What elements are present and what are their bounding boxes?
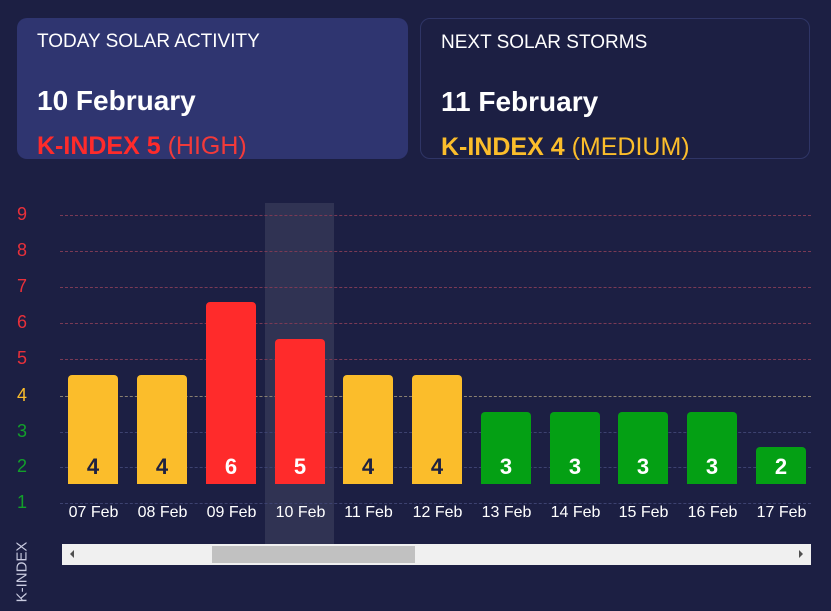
bar-15-feb[interactable]: 3 <box>618 412 668 484</box>
bar-09-feb[interactable]: 6 <box>206 302 256 484</box>
bar-13-feb[interactable]: 3 <box>481 412 531 484</box>
bar-value: 3 <box>499 454 513 479</box>
scroll-left-arrow-icon[interactable] <box>62 544 80 565</box>
scroll-right-arrow-icon[interactable] <box>793 544 811 565</box>
x-label-12-feb: 12 Feb <box>412 504 463 521</box>
gridline-1 <box>60 503 811 504</box>
x-label-07-feb: 07 Feb <box>68 504 119 521</box>
gridline-8 <box>60 251 811 252</box>
x-label-10-feb: 10 Feb <box>275 504 326 521</box>
horizontal-scrollbar[interactable] <box>62 544 811 565</box>
bar-value: 5 <box>293 454 307 479</box>
today-card-date: 10 February <box>37 85 196 116</box>
bar-value: 4 <box>361 454 375 479</box>
y-tick-2: 2 <box>16 456 27 476</box>
x-label-08-feb: 08 Feb <box>137 504 188 521</box>
today-card-label: TODAY SOLAR ACTIVITY <box>37 31 260 52</box>
bar-value: 6 <box>224 454 238 479</box>
y-tick-9: 9 <box>16 204 27 224</box>
bar-07-feb[interactable]: 4 <box>68 375 118 484</box>
today-solar-activity-card: TODAY SOLAR ACTIVITY 10 February K-INDEX… <box>17 18 408 161</box>
next-solar-storms-card: NEXT SOLAR STORMS 11 February K-INDEX 4 … <box>420 18 810 162</box>
bar-11-feb[interactable]: 4 <box>343 375 393 484</box>
x-label-16-feb: 16 Feb <box>687 504 738 521</box>
gridline-5 <box>60 359 811 360</box>
x-label-15-feb: 15 Feb <box>618 504 669 521</box>
bar-value: 2 <box>774 454 788 479</box>
today-card-kindex: K-INDEX 5 (HIGH) <box>37 132 247 161</box>
next-card-kindex: K-INDEX 4 (MEDIUM) <box>441 133 690 162</box>
y-tick-3: 3 <box>16 421 27 441</box>
bar-12-feb[interactable]: 4 <box>412 375 462 484</box>
bar-value: 4 <box>155 454 169 479</box>
y-tick-7: 7 <box>16 276 27 296</box>
bar-value: 3 <box>636 454 650 479</box>
scrollbar-thumb[interactable] <box>212 546 415 563</box>
gridline-9 <box>60 215 811 216</box>
x-label-09-feb: 09 Feb <box>206 504 257 521</box>
next-card-date: 11 February <box>441 86 599 117</box>
today-kindex-value: K-INDEX 5 <box>37 132 161 160</box>
today-kindex-level: (HIGH) <box>167 132 247 160</box>
next-card-label: NEXT SOLAR STORMS <box>441 32 648 53</box>
x-label-14-feb: 14 Feb <box>550 504 601 521</box>
bar-17-feb[interactable]: 2 <box>756 447 806 484</box>
y-axis-title: K-INDEX <box>13 541 31 603</box>
bar-value: 3 <box>705 454 719 479</box>
next-kindex-level: (MEDIUM) <box>571 133 690 161</box>
y-tick-8: 8 <box>16 240 27 260</box>
y-tick-5: 5 <box>16 348 27 368</box>
bar-value: 3 <box>568 454 582 479</box>
gridline-7 <box>60 287 811 288</box>
x-label-17-feb: 17 Feb <box>756 504 807 521</box>
x-label-11-feb: 11 Feb <box>344 504 393 521</box>
x-label-13-feb: 13 Feb <box>481 504 532 521</box>
bar-value: 4 <box>430 454 444 479</box>
next-kindex-value: K-INDEX 4 <box>441 133 565 161</box>
gridline-6 <box>60 323 811 324</box>
y-tick-1: 1 <box>16 492 27 512</box>
bar-16-feb[interactable]: 3 <box>687 412 737 484</box>
bar-10-feb[interactable]: 5 <box>275 339 325 484</box>
y-tick-4: 4 <box>16 385 27 405</box>
bar-14-feb[interactable]: 3 <box>550 412 600 484</box>
y-tick-6: 6 <box>16 312 27 332</box>
bar-value: 4 <box>86 454 100 479</box>
kindex-bar-chart: 9 8 7 6 5 4 3 2 1 4 4 6 5 4 4 3 3 3 3 2 … <box>0 190 831 611</box>
bar-08-feb[interactable]: 4 <box>137 375 187 484</box>
